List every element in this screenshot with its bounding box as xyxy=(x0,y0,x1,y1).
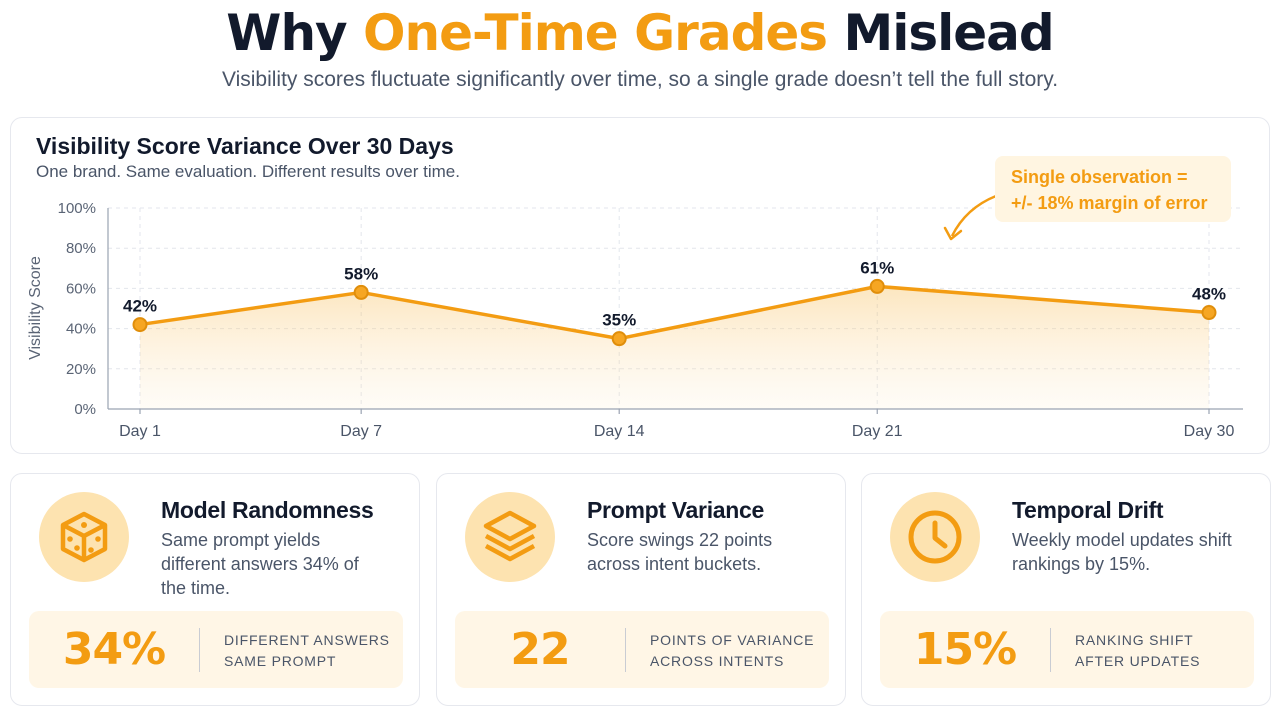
data-point xyxy=(353,284,369,300)
title-part-1: Why xyxy=(226,4,364,62)
card-description: Weekly model updates shift rankings by 1… xyxy=(1012,530,1232,574)
data-point xyxy=(611,331,627,347)
y-axis-label: Visibility Score xyxy=(27,256,44,360)
prompt-variance-card: Prompt Variance Score swings 22 points a… xyxy=(436,473,846,706)
callout-arrowhead xyxy=(943,226,963,241)
callout-arrow xyxy=(950,194,997,237)
dice-icon xyxy=(39,492,129,582)
stat-label-line-1: DIFFERENT ANSWERS xyxy=(224,632,390,648)
data-point xyxy=(869,278,885,294)
chart-title: Visibility Score Variance Over 30 Days xyxy=(36,133,454,159)
data-label: 58% xyxy=(344,264,378,283)
card-title: Prompt Variance xyxy=(587,497,765,523)
line-chart: 42% 58% 35% 61% 48% 0% 20% 40% 60% 80% 100% Day 1 D… xyxy=(27,194,1243,440)
stat-panel: 15% RANKING SHIFT AFTER UPDATES xyxy=(880,611,1254,688)
stat-value: 15% xyxy=(913,624,1017,675)
data-label: 61% xyxy=(860,258,894,277)
stat-label: RANKING SHIFT AFTER UPDATES xyxy=(1075,630,1200,672)
y-tick-label: 0% xyxy=(74,401,96,418)
data-label: 48% xyxy=(1192,285,1226,304)
page-subtitle: Visibility scores fluctuate significantl… xyxy=(221,68,1059,91)
chart-card: 42% 58% 35% 61% 48% 0% 20% 40% 60% 80% 100% Day 1 D… xyxy=(10,117,1270,454)
layers-icon xyxy=(465,492,555,582)
card-title: Temporal Drift xyxy=(1012,497,1164,523)
stat-label-line-2: AFTER UPDATES xyxy=(1075,653,1201,669)
margin-of-error-callout: Single observation = +/- 18% margin of e… xyxy=(995,156,1231,222)
card-description: Score swings 22 points across intent buc… xyxy=(587,530,773,574)
y-tick-label: 100% xyxy=(58,200,96,217)
temporal-drift-card: Temporal Drift Weekly model updates shif… xyxy=(861,473,1271,706)
callout-line-2: +/- 18% margin of error xyxy=(1011,193,1208,213)
stat-value: 34% xyxy=(62,624,166,675)
card-description: Same prompt yields different answers 34%… xyxy=(161,530,359,598)
callout-line-1: Single observation = xyxy=(1011,167,1188,187)
series-area xyxy=(140,286,1209,409)
title-highlight: One-Time Grades xyxy=(363,4,828,62)
x-tick-label: Day 21 xyxy=(852,423,903,440)
stat-label-line-2: SAME PROMPT xyxy=(224,653,337,669)
stat-label-line-1: POINTS OF VARIANCE xyxy=(650,632,815,648)
stat-label: POINTS OF VARIANCE ACROSS INTENTS xyxy=(650,630,814,672)
clock-icon xyxy=(890,492,980,582)
data-point xyxy=(132,317,148,333)
stat-label-line-2: ACROSS INTENTS xyxy=(650,653,785,669)
x-tick-label: Day 7 xyxy=(340,423,382,440)
stat-divider xyxy=(199,628,200,672)
stat-divider xyxy=(625,628,626,672)
model-randomness-card: Model Randomness Same prompt yields diff… xyxy=(10,473,420,706)
x-tick-label: Day 30 xyxy=(1184,423,1235,440)
stat-label-line-1: RANKING SHIFT xyxy=(1075,632,1194,648)
page-title: Why One-Time Grades Mislead xyxy=(0,4,1280,62)
y-tick-label: 80% xyxy=(66,240,96,257)
y-tick-label: 20% xyxy=(66,361,96,378)
stat-label: DIFFERENT ANSWERS SAME PROMPT xyxy=(224,630,390,672)
data-point xyxy=(1201,305,1217,321)
data-label: 35% xyxy=(602,311,636,330)
stat-value: 22 xyxy=(510,624,570,675)
stat-panel: 34% DIFFERENT ANSWERS SAME PROMPT xyxy=(29,611,403,688)
y-tick-label: 40% xyxy=(66,321,96,338)
x-tick-label: Day 1 xyxy=(119,423,161,440)
stat-panel: 22 POINTS OF VARIANCE ACROSS INTENTS xyxy=(455,611,829,688)
stat-divider xyxy=(1050,628,1051,672)
data-label: 42% xyxy=(123,297,157,316)
chart-subtitle: One brand. Same evaluation. Different re… xyxy=(36,162,460,181)
y-tick-label: 60% xyxy=(66,280,96,297)
title-part-2: Mislead xyxy=(827,4,1054,62)
x-tick-label: Day 14 xyxy=(594,423,645,440)
card-title: Model Randomness xyxy=(161,497,374,523)
